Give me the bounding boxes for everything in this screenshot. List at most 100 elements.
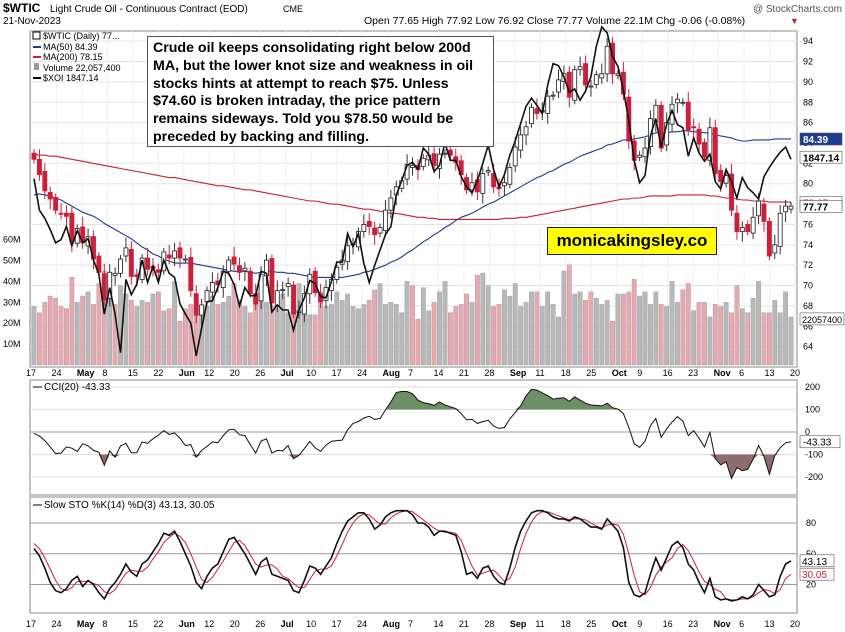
candle-body (318, 293, 324, 303)
price-badge: 84.39 (803, 135, 828, 146)
sto-d-line (33, 510, 792, 601)
x-tick-label: 17 (26, 368, 36, 378)
x-tick-label-bottom: 17 (332, 619, 342, 629)
candle-body (242, 267, 248, 272)
x-tick-label-bottom: 11 (535, 619, 544, 629)
candle-body (766, 220, 772, 257)
x-tick-label: 7 (408, 368, 413, 378)
candle-body (383, 209, 388, 232)
x-tick-label: 18 (561, 368, 571, 378)
volume-bar (183, 308, 188, 366)
sto-tick-label: 50 (806, 549, 816, 559)
volume-bar (264, 302, 269, 366)
candle-body (469, 182, 475, 191)
candle-body (307, 273, 313, 295)
price-badge-box (799, 132, 843, 146)
volume-bar (642, 291, 648, 366)
volume-bar (53, 297, 58, 366)
price-badge-box (799, 150, 843, 164)
legend-volume: Volume 22,057,400 (43, 63, 121, 73)
candle-body (118, 258, 123, 274)
candle-body (209, 282, 215, 293)
candle-body (534, 108, 540, 114)
volume-bar (329, 304, 334, 366)
volume-bar (80, 295, 86, 366)
volume-bar (599, 304, 605, 366)
candle-body (420, 157, 426, 167)
candle-body (431, 153, 437, 166)
volume-bar (237, 300, 242, 366)
x-tick-label-bottom: Nov (714, 619, 731, 629)
volume-bar (269, 306, 275, 366)
candle-body (599, 73, 605, 79)
candle-body (280, 289, 286, 292)
sto-tick-label: 20 (806, 580, 816, 590)
volume-bar (788, 316, 794, 366)
volume-bar (91, 304, 96, 366)
candle-body (556, 79, 561, 93)
cci-badge-box (799, 435, 841, 449)
volume-bar (345, 293, 350, 366)
volume-bar (31, 306, 37, 366)
volume-bar (648, 304, 653, 366)
volume-bar (226, 295, 232, 366)
volume-bar (756, 281, 761, 366)
candle-body (410, 164, 415, 168)
candle-body (658, 104, 664, 149)
x-tick-label: Jul (281, 368, 294, 378)
quote-line: Open 77.65 High 77.92 Low 76.92 Close 77… (364, 15, 745, 27)
volume-bar (177, 320, 183, 366)
x-tick-label-bottom: 23 (688, 619, 698, 629)
candle-body (529, 106, 534, 125)
x-tick-label: May (77, 368, 95, 378)
volume-bar (507, 295, 513, 366)
x-tick-label: 20 (230, 368, 240, 378)
volume-bar (204, 306, 210, 366)
volume-bar (150, 293, 156, 366)
candle-body (166, 254, 172, 259)
candle-body (247, 270, 253, 295)
x-tick-label: 13 (765, 368, 775, 378)
volume-bar (745, 312, 751, 366)
cci-panel-frame (29, 379, 798, 496)
candle-body (58, 212, 64, 215)
volume-bar (350, 306, 356, 366)
volume-bar (339, 300, 345, 366)
price-tick-label: 86 (803, 118, 813, 128)
cci-title: CCI(20) -43.33 (44, 382, 111, 393)
volume-bar (777, 312, 783, 366)
candle-body (285, 283, 291, 288)
volume-bar (631, 279, 637, 366)
volume-tick-label: 10M (3, 339, 21, 349)
price-tick-label: 92 (803, 57, 813, 67)
volume-bar (172, 281, 177, 366)
analysis-annotation: Crude oil keeps consolidating right belo… (147, 36, 494, 147)
x-tick-label-bottom: 22 (153, 619, 163, 629)
x-tick-label: Oct (612, 368, 627, 378)
x-tick-label-bottom: 14 (433, 619, 443, 629)
candle-body (199, 304, 205, 316)
axis-labels: 6466687072747678808284868890929410M20M30… (3, 36, 845, 629)
candle-body (485, 170, 491, 173)
volume-bar (388, 302, 394, 366)
volume-bar (128, 300, 134, 366)
sto-badge: 43.13 (802, 557, 827, 568)
sto-panel-frame (29, 496, 798, 614)
candle-body (702, 142, 707, 158)
contract-name: Light Crude Oil - Continuous Contract (E… (50, 4, 248, 15)
sto-title: Slow STO %K(14) %D(3) 43.13, 30.05 (44, 500, 215, 511)
volume-bar (280, 293, 286, 366)
cci-tick-label: -200 (805, 472, 823, 482)
candle-body (718, 170, 724, 183)
volume-bar (42, 302, 48, 366)
volume-tick-label: 60M (3, 235, 21, 245)
x-tick-label-bottom: 21 (459, 619, 469, 629)
candle-body (193, 293, 199, 316)
volume-legend-icon (34, 63, 39, 70)
candle-body (637, 154, 643, 158)
x-tick-label: 26 (255, 368, 265, 378)
volume-bar (312, 314, 318, 366)
x-tick-label: 20 (790, 368, 800, 378)
candle-body (523, 126, 529, 136)
volume-bar (783, 291, 788, 366)
